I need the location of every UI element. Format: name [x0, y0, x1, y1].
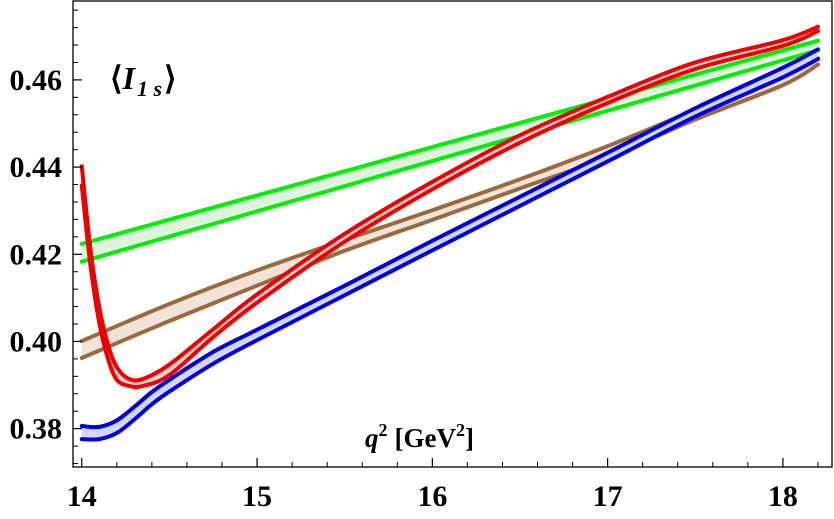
y-tick-label: 0.38	[10, 413, 63, 446]
x-axis-label-sup1: 2	[379, 420, 388, 440]
band-upper-line	[79, 47, 820, 430]
x-tick-label: 14	[67, 480, 97, 513]
x-axis-label-unit-close: ]	[465, 423, 474, 453]
x-tick-label: 15	[242, 480, 272, 513]
band-fill	[81, 49, 818, 440]
band-series-0	[79, 38, 820, 264]
y-tick-label: 0.40	[10, 325, 63, 358]
observable-bracket-close: ⟩	[164, 60, 176, 96]
observable-label: ⟨I1 s⟩	[110, 60, 176, 101]
band-lower-line	[79, 62, 820, 361]
bands-layer	[79, 24, 820, 442]
band-fill	[81, 40, 818, 262]
band-lower-line	[79, 48, 820, 264]
band-upper-line	[79, 38, 820, 246]
x-tick-label: 16	[417, 480, 447, 513]
y-tick-label: 0.44	[10, 151, 63, 184]
x-tick-label: 18	[768, 480, 798, 513]
y-tick-label: 0.42	[10, 238, 63, 271]
band-fill	[81, 58, 818, 359]
band-lower-line	[79, 29, 820, 389]
observable-subscript: 1 s	[137, 76, 162, 101]
y-tick-label: 0.46	[10, 64, 63, 97]
band-lower-line	[79, 56, 820, 442]
x-axis-label-unit-open: [GeV	[395, 423, 457, 453]
x-axis-label-sup2: 2	[456, 420, 465, 440]
band-upper-line	[79, 24, 820, 383]
x-tick-label: 17	[593, 480, 623, 513]
x-axis-label: q2 [GeV2]	[365, 420, 474, 453]
band-series-2	[79, 47, 820, 442]
ticks-layer: 14 15 16 17 18 0.38 0.40 0.42 0.44 0.46	[10, 9, 819, 513]
plot-frame	[72, 0, 833, 468]
observable-symbol: I	[121, 60, 136, 96]
x-axis-label-symbol: q	[365, 423, 379, 453]
band-series-3	[79, 24, 820, 389]
observable-bracket-open: ⟨	[110, 60, 122, 96]
